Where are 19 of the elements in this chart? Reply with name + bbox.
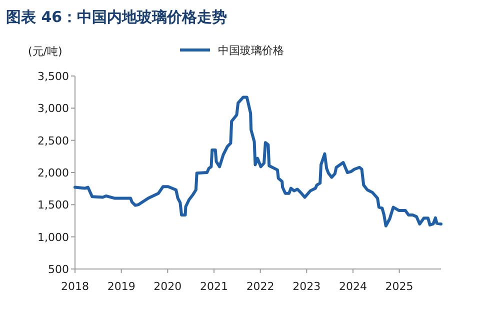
legend-label: 中国玻璃价格 (218, 44, 284, 57)
x-tick-label: 2021 (200, 280, 228, 293)
x-tick-label: 2023 (292, 280, 321, 293)
y-tick-label: 1,500 (38, 198, 69, 212)
x-tick-label: 2022 (246, 280, 274, 293)
y-axis-title: (元/吨) (28, 45, 62, 58)
y-tick-label: 3,500 (38, 70, 69, 83)
line-series (74, 96, 442, 228)
x-tick-label: 2019 (107, 280, 136, 293)
x-tick-label: 2024 (338, 280, 367, 293)
x-tick-label: 2018 (61, 280, 89, 293)
y-tick-label: 2,500 (38, 134, 69, 148)
y-tick-label: 3,000 (38, 102, 69, 116)
chart-title: 图表 46：中国内地玻璃价格走势 (6, 8, 228, 26)
x-tick-label: 2025 (385, 280, 414, 293)
x-tick-label: 2020 (154, 280, 182, 293)
y-tick-label: 2,000 (38, 166, 69, 180)
y-tick-label: 1,000 (38, 230, 69, 244)
y-tick-label: 500 (48, 263, 69, 276)
